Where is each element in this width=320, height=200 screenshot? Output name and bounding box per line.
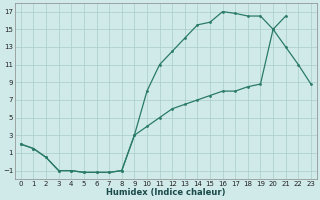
- X-axis label: Humidex (Indice chaleur): Humidex (Indice chaleur): [106, 188, 226, 197]
